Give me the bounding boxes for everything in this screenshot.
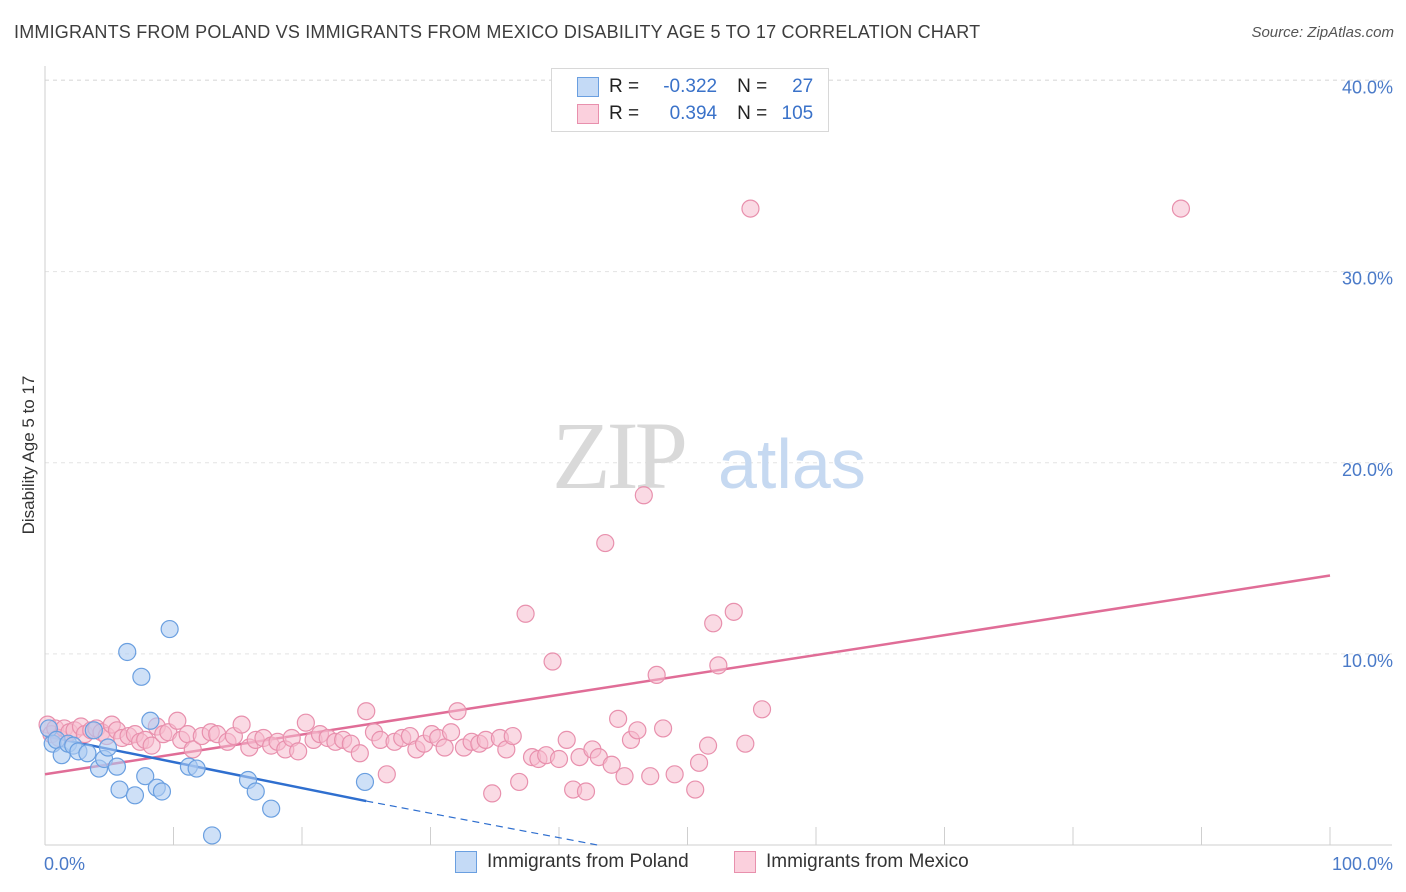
poland-n-value: 27 bbox=[792, 76, 814, 97]
mexico-point bbox=[543, 652, 562, 671]
mexico-legend-label: Immigrants from Mexico bbox=[766, 851, 969, 872]
grid-lines bbox=[45, 79, 1392, 655]
poland-point bbox=[132, 667, 151, 686]
poland-point bbox=[187, 759, 206, 778]
x-tick-0: 0.0% bbox=[44, 854, 85, 874]
mexico-trend bbox=[44, 574, 1331, 776]
mexico-point bbox=[628, 721, 647, 740]
mexico-r-label: R = bbox=[609, 103, 640, 124]
legend-mexico: Immigrants from Mexico bbox=[734, 851, 969, 873]
y-tick-label: 20.0% bbox=[1342, 460, 1393, 480]
mexico-point bbox=[510, 772, 529, 792]
mexico-r-value: 0.394 bbox=[669, 103, 718, 124]
mexico-point bbox=[602, 755, 621, 774]
mexico-point bbox=[741, 199, 760, 218]
y-tick-label: 30.0% bbox=[1342, 269, 1393, 289]
chart-title: IMMIGRANTS FROM POLAND VS IMMIGRANTS FRO… bbox=[14, 22, 981, 42]
mexico-point bbox=[647, 665, 666, 685]
mexico-point bbox=[289, 742, 308, 761]
mexico-point bbox=[709, 656, 728, 675]
mexico-point bbox=[686, 780, 705, 799]
poland-point bbox=[125, 786, 145, 805]
axes bbox=[44, 66, 1392, 846]
mexico-point bbox=[483, 784, 502, 803]
mexico-point bbox=[232, 715, 251, 734]
mexico-point bbox=[516, 604, 535, 623]
x-tick-100: 100.0% bbox=[1332, 854, 1393, 874]
mexico-legend-swatch bbox=[734, 851, 756, 873]
mexico-point bbox=[704, 614, 723, 633]
mexico-point bbox=[357, 702, 376, 721]
y-tick-label: 10.0% bbox=[1342, 651, 1393, 671]
mexico-point bbox=[142, 736, 161, 755]
mexico-point bbox=[350, 744, 369, 763]
mexico-point bbox=[168, 711, 187, 730]
mexico-point bbox=[634, 486, 653, 505]
poland-points bbox=[39, 619, 375, 845]
mexico-point bbox=[609, 709, 628, 728]
mexico-point bbox=[641, 767, 660, 786]
mexico-point bbox=[576, 782, 596, 801]
mexico-n-value: 105 bbox=[781, 103, 814, 124]
tick-labels: 10.0% 20.0% 30.0% 40.0% bbox=[1342, 78, 1393, 671]
mexico-point bbox=[448, 702, 467, 721]
mexico-n-label: N = bbox=[737, 103, 768, 124]
poland-trend-extension bbox=[366, 800, 598, 846]
poland-point bbox=[152, 782, 172, 801]
y-axis-title: Disability Age 5 to 17 bbox=[19, 376, 38, 535]
mexico-point bbox=[503, 726, 522, 746]
mexico-point bbox=[441, 723, 461, 742]
poland-point bbox=[246, 782, 265, 801]
y-tick-label: 40.0% bbox=[1342, 78, 1393, 98]
poland-point bbox=[160, 619, 179, 639]
poland-legend-label: Immigrants from Poland bbox=[487, 851, 689, 872]
mexico-point bbox=[689, 753, 709, 772]
mexico-point bbox=[665, 765, 684, 784]
poland-point bbox=[107, 757, 127, 776]
legend-row-poland: R = -0.322 N = 27 bbox=[552, 74, 813, 100]
poland-point bbox=[110, 780, 129, 799]
poland-point bbox=[98, 738, 118, 757]
poland-point bbox=[136, 767, 155, 786]
poland-legend-swatch bbox=[455, 851, 477, 873]
poland-n-label: N = bbox=[737, 76, 768, 97]
mexico-point bbox=[557, 730, 576, 749]
mexico-point bbox=[183, 740, 202, 759]
poland-point bbox=[141, 711, 160, 730]
mexico-swatch bbox=[577, 104, 599, 124]
watermark-atlas: atlas bbox=[718, 425, 866, 503]
mexico-point bbox=[1171, 199, 1191, 218]
poland-point bbox=[84, 721, 103, 740]
poland-r-value: -0.322 bbox=[663, 76, 718, 97]
poland-swatch bbox=[577, 77, 599, 97]
mexico-point bbox=[596, 533, 615, 553]
stats-legend: R = -0.322 N = 27 R = 0.394 N = 105 bbox=[551, 68, 829, 132]
poland-r-label: R = bbox=[609, 76, 640, 97]
mexico-point bbox=[615, 767, 634, 786]
mexico-point bbox=[653, 719, 673, 738]
mexico-point bbox=[296, 713, 315, 732]
poland-point bbox=[355, 772, 375, 792]
mexico-trend-line bbox=[44, 574, 1331, 776]
mexico-point bbox=[698, 736, 718, 755]
mexico-point bbox=[736, 734, 755, 753]
poland-point bbox=[78, 744, 97, 763]
watermark: ZIP atlas bbox=[552, 402, 866, 509]
mexico-point bbox=[549, 749, 569, 769]
poland-point bbox=[262, 799, 281, 818]
mexico-point bbox=[724, 602, 743, 621]
poland-point bbox=[118, 642, 137, 662]
legend-poland: Immigrants from Poland bbox=[455, 851, 689, 873]
mexico-point bbox=[435, 738, 454, 757]
watermark-zip: ZIP bbox=[552, 402, 685, 509]
source-label: Source: ZipAtlas.com bbox=[1251, 24, 1394, 41]
mexico-point bbox=[377, 765, 396, 784]
mexico-points bbox=[38, 199, 1191, 803]
legend-row-mexico: R = 0.394 N = 105 bbox=[552, 101, 813, 127]
poland-point bbox=[202, 826, 222, 845]
mexico-point bbox=[752, 700, 772, 719]
